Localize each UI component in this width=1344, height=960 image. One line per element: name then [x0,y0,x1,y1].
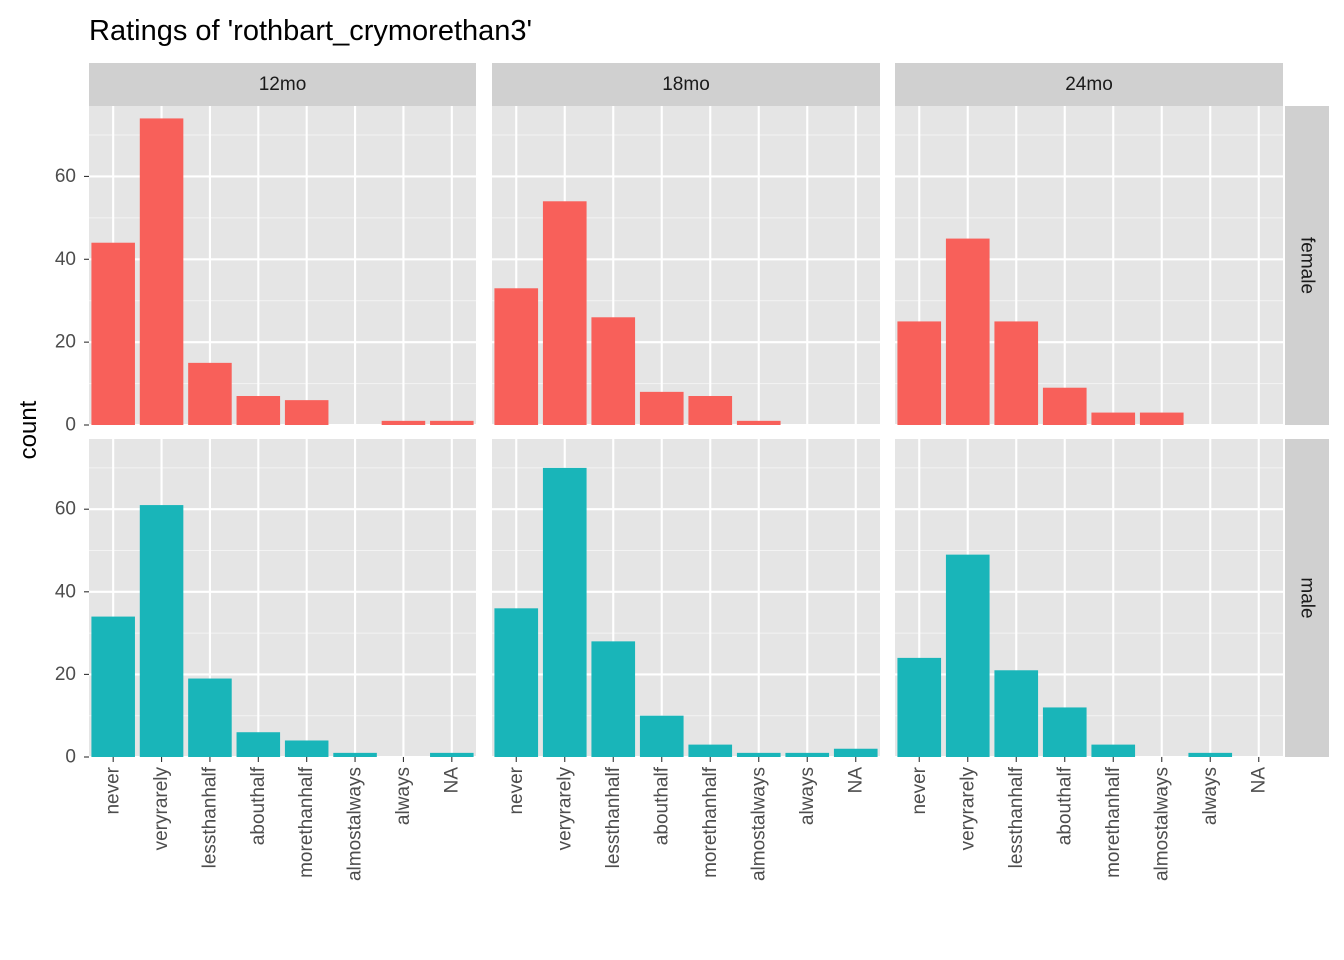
x-tick-label: veryrarely [554,767,575,851]
panel-18mo-female [492,106,880,427]
x-tick-label: always [393,767,414,825]
bar-never [494,608,539,757]
bar-never [91,616,135,757]
bar-abouthalf [1042,707,1087,757]
y-tick-label: 0 [65,747,76,768]
x-tick-label: never [103,766,124,814]
y-tick-label: 20 [55,332,76,353]
bar-almostalways [736,420,781,425]
col-strip-label: 24mo [1065,74,1113,95]
facet-panels: female 0 20 40 60 male 0 20 40 60 12mo never veryrar… [55,63,1329,881]
x-tick-label: veryrarely [151,767,172,851]
bar-abouthalf [236,396,281,425]
x-tick-label: morethanhalf [700,766,721,878]
x-tick-label: morethanhalf [1103,766,1124,878]
chart-title: Ratings of 'rothbart_crymorethan3' [89,15,532,47]
panel-12mo-female [89,106,476,427]
row-strip-female [1285,106,1329,425]
bar-always [381,420,426,425]
bar-almostalways [333,752,377,757]
x-tick-label: NA [441,767,462,794]
bar-morethanhalf [1091,744,1136,757]
y-tick-label: 60 [55,499,76,520]
bar-morethanhalf [688,396,733,425]
y-axis-title: count [15,400,42,459]
col-strip-18mo [492,63,880,106]
x-tick-label: abouthalf [651,766,672,845]
panel-12mo-male [89,439,476,759]
bar-lessthanhalf [994,670,1039,757]
bar-veryrarely [139,118,184,425]
panel-18mo-male [492,439,880,759]
bar-abouthalf [1042,387,1087,425]
x-tick-label: abouthalf [1054,766,1075,845]
bar-NA [430,752,474,757]
bar-never [91,242,135,425]
bar-NA [430,420,474,425]
bar-lessthanhalf [591,317,636,425]
bar-morethanhalf [284,400,329,425]
bar-morethanhalf [1091,412,1136,425]
bar-veryrarely [139,505,184,757]
row-strip-male [1285,439,1329,757]
bar-always [785,752,830,757]
x-tick-label: always [1200,767,1221,825]
y-tick-label: 60 [55,166,76,187]
bar-morethanhalf [284,740,329,757]
x-tick-label: never [909,766,930,814]
bar-abouthalf [639,715,684,757]
x-tick-label: lessthanhalf [1006,766,1027,868]
col-strip-12mo [89,63,476,106]
bar-almostalways [736,752,781,757]
bar-always [1188,752,1233,757]
bar-lessthanhalf [994,321,1039,425]
col-strip-24mo [895,63,1283,106]
panel-24mo-male [895,439,1283,759]
bar-never [494,288,539,425]
col-strip-label: 12mo [259,74,307,95]
bar-veryrarely [945,238,990,425]
x-tick-label: lessthanhalf [199,766,220,868]
panel-24mo-female [895,106,1283,427]
x-tick-label: veryrarely [957,767,978,851]
bar-abouthalf [639,391,684,425]
x-tick-label: never [506,766,527,814]
row-strip-label: female [1297,237,1318,294]
bar-almostalways [1139,412,1184,425]
bar-veryrarely [542,201,587,425]
bar-never [897,321,942,425]
y-tick-label: 40 [55,581,76,602]
x-tick-label: almostalways [1151,767,1172,881]
row-strip-label: male [1297,577,1318,618]
bar-veryrarely [542,467,587,757]
x-tick-label: always [797,767,818,825]
x-tick-label: morethanhalf [296,766,317,878]
bar-never [897,657,942,757]
y-tick-label: 20 [55,664,76,685]
bar-lessthanhalf [591,641,636,757]
col-strip-label: 18mo [662,74,710,95]
x-tick-label: abouthalf [248,766,269,845]
x-tick-label: NA [845,767,866,794]
bar-lessthanhalf [188,678,232,757]
bar-abouthalf [236,732,281,757]
y-tick-label: 40 [55,249,76,270]
bar-morethanhalf [688,744,733,757]
bar-NA [833,748,878,757]
x-tick-label: almostalways [345,767,366,881]
x-tick-label: lessthanhalf [603,766,624,868]
x-tick-label: NA [1248,767,1269,794]
bar-veryrarely [945,554,990,757]
x-tick-label: almostalways [748,767,769,881]
bar-lessthanhalf [188,362,232,425]
y-tick-label: 0 [65,415,76,436]
